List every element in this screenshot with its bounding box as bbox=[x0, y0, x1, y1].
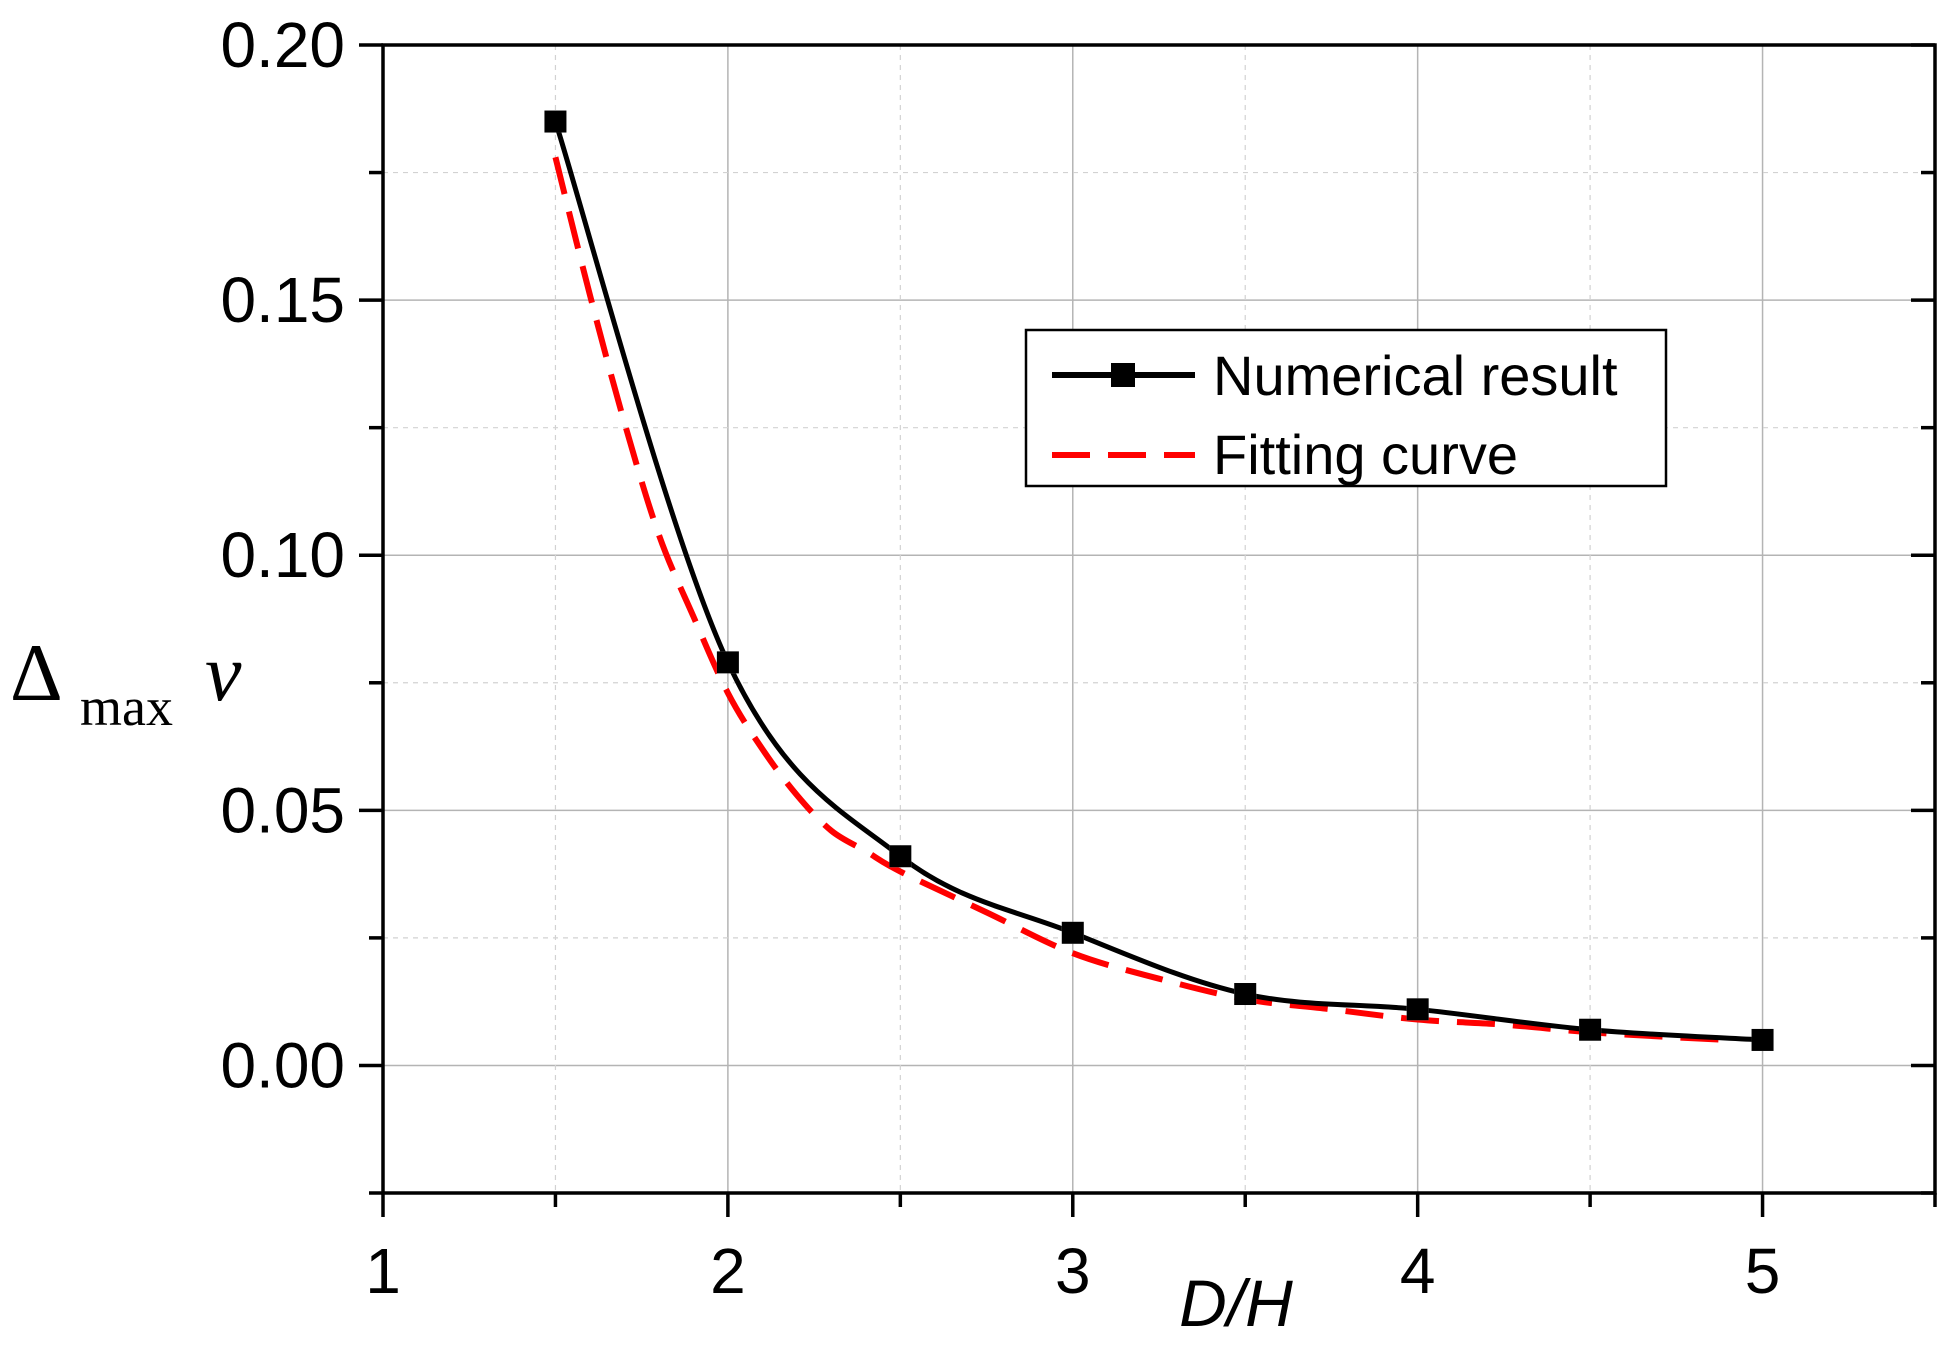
y-tick-label: 0.20 bbox=[220, 9, 345, 81]
numerical-data-point bbox=[889, 845, 912, 868]
y-tick-label: 0.05 bbox=[220, 774, 345, 846]
y-axis-label-subscript: max bbox=[80, 677, 173, 737]
y-tick-label: 0.00 bbox=[220, 1029, 345, 1101]
y-axis-label-variable: v bbox=[205, 627, 242, 718]
x-tick-label: 2 bbox=[710, 1235, 746, 1307]
x-tick-label: 4 bbox=[1400, 1235, 1436, 1307]
y-tick-label: 0.15 bbox=[220, 264, 345, 336]
x-tick-label: 5 bbox=[1745, 1235, 1781, 1307]
plot-frame bbox=[381, 43, 1937, 1195]
y-tick-label: 0.10 bbox=[220, 519, 345, 591]
axis-ticks bbox=[359, 43, 1937, 1217]
series-numerical-result bbox=[544, 110, 1774, 1051]
numerical-data-point bbox=[544, 110, 567, 133]
y-axis-label: Δ max v bbox=[10, 627, 242, 737]
numerical-data-point bbox=[1751, 1028, 1774, 1051]
legend-label-numerical: Numerical result bbox=[1213, 344, 1618, 407]
numerical-data-point bbox=[1579, 1018, 1602, 1041]
legend-label-fitting: Fitting curve bbox=[1213, 423, 1518, 486]
legend-frame bbox=[1024, 328, 1668, 488]
numerical-data-point bbox=[1061, 921, 1084, 944]
x-tick-labels: 1 2 3 4 5 bbox=[365, 1235, 1780, 1307]
legend: Numerical result Fitting curve bbox=[1024, 328, 1668, 488]
legend-swatch-numerical-marker bbox=[1111, 363, 1135, 387]
series-fitting-curve bbox=[552, 156, 1729, 1043]
numerical-data-point bbox=[1234, 983, 1257, 1006]
y-tick-labels: 0.00 0.05 0.10 0.15 0.20 bbox=[220, 9, 345, 1101]
fitting-curve-line bbox=[552, 156, 1729, 1043]
x-axis-label: D/H bbox=[1179, 1266, 1293, 1340]
numerical-data-point bbox=[1406, 998, 1429, 1021]
x-tick-label: 3 bbox=[1055, 1235, 1091, 1307]
x-tick-label: 1 bbox=[365, 1235, 401, 1307]
y-axis-label-symbol: Δ bbox=[10, 627, 63, 718]
numerical-data-point bbox=[716, 651, 739, 674]
